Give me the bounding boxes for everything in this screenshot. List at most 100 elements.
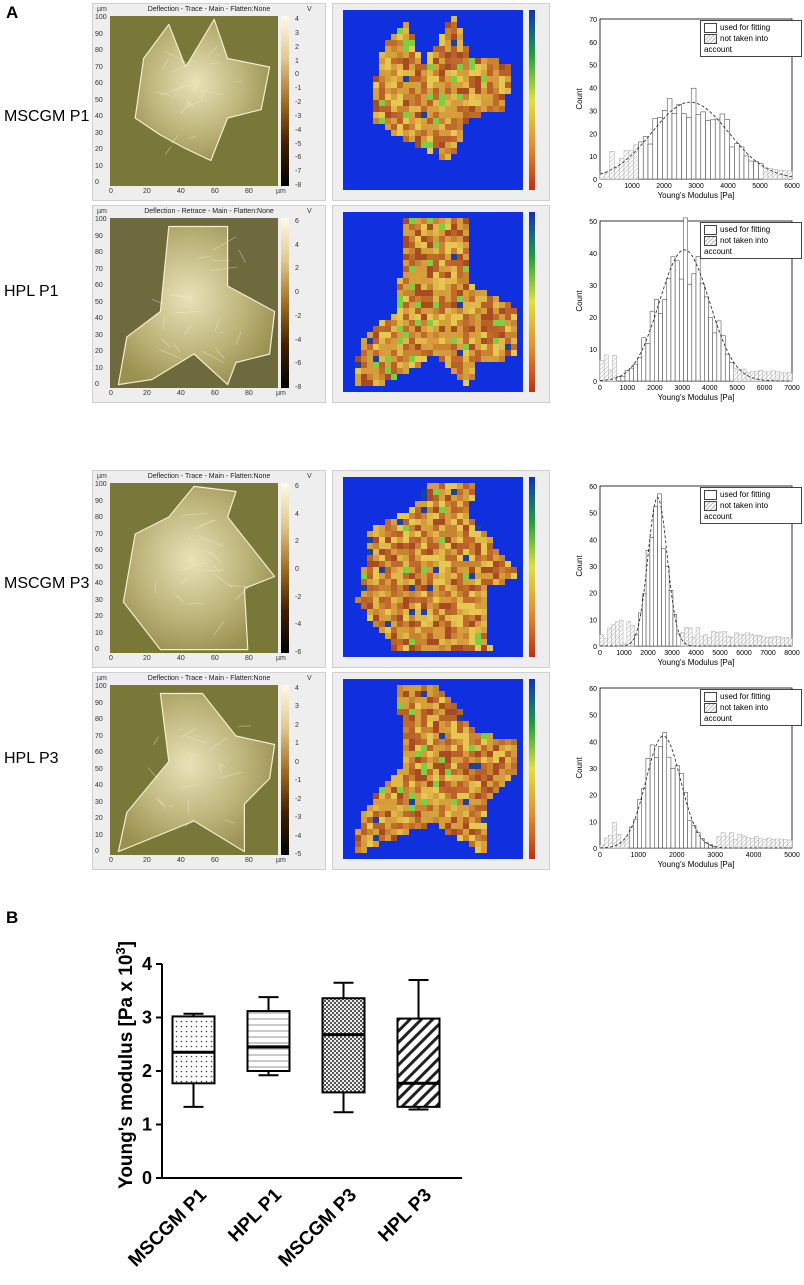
legend-swatch-used — [704, 224, 717, 235]
hist-x-tick: 2000 — [647, 385, 663, 392]
colorbar-tick: -4 — [295, 336, 302, 344]
figure-row: MSCGM P1 Deflection - Trace - Main - Flat… — [0, 3, 804, 203]
box-iqr — [171, 1015, 216, 1085]
colorbar-tick: -4 — [295, 621, 302, 629]
afm-v-unit: V — [307, 675, 312, 682]
colorbar-tick: 2 — [295, 538, 299, 546]
colorbar-tick: -1 — [295, 777, 302, 785]
afm-x-tick: 20 — [143, 188, 151, 195]
elasticity-map-grid — [343, 10, 523, 190]
afm-y-tick: 100 — [95, 14, 107, 21]
y-tick-label: 3 — [142, 1008, 152, 1028]
hist-y-tick: 10 — [589, 617, 597, 624]
hist-x-tick: 2000 — [640, 650, 656, 657]
colorbar-tick: -8 — [295, 384, 302, 391]
afm-y-tick: 0 — [95, 848, 99, 855]
hist-x-tick: 6000 — [784, 183, 800, 190]
legend-used: used for fitting — [704, 691, 798, 702]
hist-x-tick: 4000 — [702, 385, 718, 392]
hist-x-tick: 4000 — [688, 650, 704, 657]
elasticity-colorbar — [529, 477, 535, 657]
colorbar-tick: -6 — [295, 360, 302, 368]
hist-x-label: Young's Modulus [Pa] — [658, 860, 735, 869]
afm-deflection-image: Deflection - Trace - Main - Flatten:None… — [92, 672, 326, 870]
hist-y-label: Count — [575, 757, 584, 779]
hist-y-tick: 20 — [589, 793, 597, 800]
afm-x-tick: 40 — [177, 857, 185, 864]
afm-colorbar — [281, 483, 289, 653]
colorbar-tick: 3 — [295, 29, 299, 37]
colorbar-tick: 2 — [295, 43, 299, 51]
colorbar-tick: 4 — [295, 241, 299, 249]
legend-not: not taken into account — [704, 33, 798, 55]
afm-cell-image — [110, 483, 278, 653]
modulus-histogram: 60 50 40 30 20 10 0 0 1000 2000 3000 4000 5000 Young'… — [572, 682, 802, 872]
elasticity-map-grid — [343, 212, 523, 392]
afm-y-tick: 40 — [95, 782, 103, 789]
colorbar-tick: -2 — [295, 312, 302, 320]
afm-x-tick: 20 — [143, 857, 151, 864]
figure-row: HPL P3 Deflection - Trace - Main - Flatte… — [0, 672, 804, 872]
afm-x-tick: 80 — [245, 655, 253, 662]
hist-y-label: Count — [575, 88, 584, 110]
afm-x-tick: 80 — [245, 188, 253, 195]
legend-used: used for fitting — [704, 22, 798, 33]
colorbar-tick: -2 — [295, 795, 302, 803]
hist-y-tick: 50 — [589, 713, 597, 720]
hist-y-tick: 60 — [589, 40, 597, 47]
afm-y-tick: 80 — [95, 47, 103, 54]
legend-not: not taken into account — [704, 235, 798, 257]
legend-used: used for fitting — [704, 224, 798, 235]
y-tick-label: 1 — [142, 1115, 152, 1135]
afm-y-tick: 100 — [95, 481, 107, 488]
legend-used-label: used for fitting — [720, 490, 771, 499]
afm-y-tick: 60 — [95, 282, 103, 289]
afm-x-tick: 80 — [245, 390, 253, 397]
box-iqr — [246, 1010, 291, 1072]
afm-y-tick: 20 — [95, 815, 103, 822]
hist-y-tick: 0 — [593, 379, 597, 386]
afm-x-tick: 40 — [177, 655, 185, 662]
afm-x-unit: µm — [276, 188, 286, 195]
afm-image-title: Deflection - Trace - Main - Flatten:None — [147, 6, 271, 13]
afm-y-tick: 10 — [95, 831, 103, 839]
hist-y-label: Count — [575, 555, 584, 577]
hist-y-tick: 20 — [589, 591, 597, 598]
afm-y-unit: µm — [97, 473, 107, 480]
legend-swatch-used — [704, 22, 717, 33]
afm-y-tick: 70 — [95, 63, 103, 71]
afm-y-unit: µm — [97, 675, 107, 682]
hist-y-tick: 60 — [589, 686, 597, 693]
colorbar-tick: 1 — [295, 57, 299, 65]
legend-used-label: used for fitting — [720, 692, 771, 701]
afm-y-tick: 40 — [95, 315, 103, 322]
hist-x-tick: 5000 — [729, 385, 745, 392]
legend-not-label: not taken into account — [704, 236, 769, 256]
afm-x-tick: 0 — [109, 390, 113, 397]
hist-x-tick: 6000 — [736, 650, 752, 657]
afm-x-tick: 40 — [177, 390, 185, 397]
hist-y-tick: 0 — [593, 177, 597, 184]
colorbar-tick: 6 — [295, 483, 299, 490]
afm-y-tick: 80 — [95, 249, 103, 256]
afm-y-tick: 40 — [95, 580, 103, 587]
hist-y-tick: 10 — [589, 154, 597, 161]
legend-not-label: not taken into account — [704, 703, 769, 723]
afm-y-tick: 30 — [95, 331, 103, 339]
hist-legend: used for fitting not taken into account — [700, 20, 802, 57]
hist-x-label: Young's Modulus [Pa] — [658, 658, 735, 667]
colorbar-tick: 6 — [295, 218, 299, 225]
row-label: HPL P1 — [4, 283, 59, 300]
afm-x-tick: 0 — [109, 857, 113, 864]
afm-deflection-image: Deflection - Trace - Main - Flatten:None… — [92, 470, 326, 668]
legend-used-label: used for fitting — [720, 23, 771, 32]
hist-legend: used for fitting not taken into account — [700, 222, 802, 259]
colorbar-tick: -7 — [295, 168, 302, 176]
afm-y-tick: 70 — [95, 732, 103, 740]
modulus-histogram: 60 50 40 30 20 10 0 0 1000 2000 3000 4000 5000 6000 70… — [572, 480, 802, 670]
hist-x-tick: 1000 — [624, 183, 640, 190]
afm-y-unit: µm — [97, 208, 107, 215]
elasticity-map — [332, 205, 550, 403]
afm-y-tick: 100 — [95, 683, 107, 690]
